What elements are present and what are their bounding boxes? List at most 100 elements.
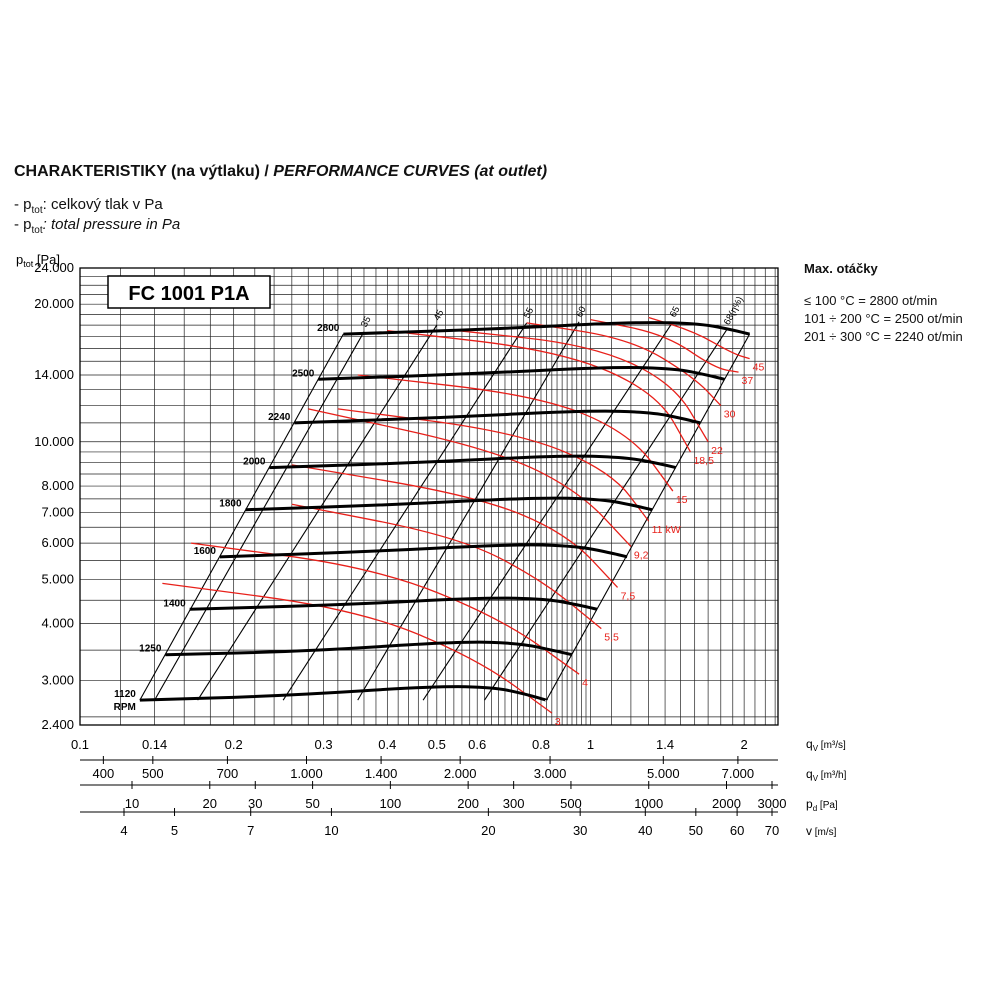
x-tick-label: 0.2 bbox=[225, 737, 243, 752]
speed-label: 2800 bbox=[317, 323, 340, 334]
efficiency-label: 65 bbox=[668, 305, 683, 320]
speed-curve bbox=[318, 366, 725, 381]
y-tick-label: 24.000 bbox=[34, 260, 74, 275]
x-tick-label: 1 bbox=[587, 737, 594, 752]
efficiency-label: 55 bbox=[522, 306, 537, 321]
power-label: 9,2 bbox=[634, 549, 649, 561]
speed-curve bbox=[245, 496, 653, 512]
power-label: 7,5 bbox=[621, 590, 636, 602]
speed-label: 2000 bbox=[243, 457, 266, 468]
power-curve bbox=[357, 374, 674, 492]
axis-pd-tick-label: 200 bbox=[457, 796, 479, 811]
speed-curve bbox=[189, 596, 598, 611]
speed-curve bbox=[165, 640, 573, 657]
axis-pd-tick-label: 300 bbox=[503, 796, 525, 811]
axis-pd-label: pd [Pa] bbox=[806, 797, 838, 813]
axis-qv-m3h-tick-label: 7.000 bbox=[722, 766, 755, 781]
speed-curve bbox=[343, 321, 751, 336]
axis-qv-m3h-label: qV [m³/h] bbox=[806, 767, 847, 783]
efficiency-line bbox=[282, 322, 528, 701]
axis-qv-m3h-tick-label: 2.000 bbox=[444, 766, 477, 781]
efficiency-line bbox=[197, 324, 438, 701]
legend-english: - ptot: total pressure in Pa bbox=[14, 216, 181, 236]
power-label: 18,5 bbox=[693, 455, 714, 467]
title-english: PERFORMANCE CURVES (at outlet) bbox=[273, 163, 548, 180]
y-tick-label: 6.000 bbox=[41, 535, 74, 550]
speed-label: 1250 bbox=[139, 644, 162, 655]
axis-velocity-tick-label: 50 bbox=[689, 823, 703, 838]
axis-velocity-tick-label: 20 bbox=[481, 823, 495, 838]
model-label: FC 1001 P1A bbox=[128, 283, 249, 305]
power-curve bbox=[291, 464, 619, 588]
axis-qv-m3h-tick-label: 400 bbox=[93, 766, 115, 781]
max-speed-heading: Max. otáčky bbox=[804, 261, 878, 276]
axis-pd-tick-label: 50 bbox=[305, 796, 319, 811]
efficiency-label: 68(η%) bbox=[722, 295, 746, 327]
y-tick-label: 10.000 bbox=[34, 434, 74, 449]
power-label: 15 bbox=[676, 494, 688, 506]
y-tick-label: 4.000 bbox=[41, 616, 74, 631]
axis-velocity-tick-label: 10 bbox=[324, 823, 338, 838]
axis-qv-m3h-tick-label: 3.000 bbox=[534, 766, 567, 781]
max-speed-line: ≤ 100 °C = 2800 ot/min bbox=[804, 293, 938, 308]
legend-czech: - ptot: celkový tlak v Pa bbox=[14, 196, 163, 216]
efficiency-line bbox=[154, 331, 365, 701]
axis-pd-tick-label: 30 bbox=[248, 796, 262, 811]
x-tick-label: 2 bbox=[741, 737, 748, 752]
axis-pd-tick-label: 10 bbox=[125, 796, 139, 811]
x-tick-label: 0.1 bbox=[71, 737, 89, 752]
power-curve bbox=[337, 408, 650, 522]
speed-label: 2500 bbox=[292, 368, 315, 379]
axis-velocity-tick-label: 30 bbox=[573, 823, 587, 838]
axis-velocity-tick-label: 70 bbox=[765, 823, 779, 838]
plot-frame bbox=[79, 267, 779, 726]
speed-label: 1120 bbox=[114, 689, 136, 700]
power-curve bbox=[162, 582, 553, 714]
axis-velocity-tick-label: 7 bbox=[247, 823, 254, 838]
speed-label: 1800 bbox=[219, 499, 242, 510]
axis-pd-tick-label: 500 bbox=[560, 796, 582, 811]
max-speed-box: Max. otáčky ≤ 100 °C = 2800 ot/min 101 ÷… bbox=[804, 260, 963, 346]
power-label: 37 bbox=[742, 375, 754, 387]
axis-velocity-label: v [m/s] bbox=[806, 824, 837, 838]
x-tick-label: 0.8 bbox=[532, 737, 550, 752]
speed-curve bbox=[139, 685, 547, 702]
x-tick-label: 0.6 bbox=[468, 737, 486, 752]
axis-pd-tick-label: 1000 bbox=[634, 796, 663, 811]
x-tick-label: 0.5 bbox=[428, 737, 446, 752]
power-curve bbox=[291, 503, 602, 630]
axis-velocity-tick-label: 40 bbox=[638, 823, 652, 838]
y-tick-label: 3.000 bbox=[41, 673, 74, 688]
efficiency-label: 35 bbox=[359, 315, 374, 330]
power-label: 11 kW bbox=[652, 524, 681, 536]
y-tick-label: 2.400 bbox=[41, 717, 74, 732]
efficiency-label: 45 bbox=[432, 308, 447, 323]
y-tick-label: 7.000 bbox=[41, 505, 74, 520]
power-label: 45 bbox=[753, 362, 765, 374]
power-label: 3 bbox=[555, 716, 561, 728]
axis-qv-m3h-tick-label: 500 bbox=[142, 766, 164, 781]
boundary-line-left bbox=[139, 333, 344, 701]
speed-curve bbox=[294, 409, 701, 425]
efficiency-label: 60 bbox=[574, 305, 589, 320]
efficiency-line bbox=[357, 321, 580, 701]
efficiency-line bbox=[484, 329, 728, 701]
axis-qv-m3h-tick-label: 1.000 bbox=[290, 766, 323, 781]
power-label: 4 bbox=[582, 677, 588, 689]
power-label: 5,5 bbox=[604, 632, 619, 644]
speed-label: 2240 bbox=[268, 412, 291, 423]
speed-curve bbox=[219, 543, 628, 559]
y-tick-label: 14.000 bbox=[34, 367, 74, 382]
axis-qv-m3h-tick-label: 700 bbox=[217, 766, 239, 781]
x-tick-label: 0.4 bbox=[378, 737, 396, 752]
y-tick-label: 8.000 bbox=[41, 478, 74, 493]
max-speed-line: 201 ÷ 300 °C = 2240 ot/min bbox=[804, 329, 963, 344]
axis-velocity-tick-label: 5 bbox=[171, 823, 178, 838]
axis-qv-m3h-tick-label: 1.400 bbox=[365, 766, 398, 781]
axis-pd-tick-label: 20 bbox=[203, 796, 217, 811]
boundary-line-right bbox=[545, 333, 751, 701]
axis-pd-tick-label: 3000 bbox=[758, 796, 787, 811]
speed-curve bbox=[269, 454, 677, 470]
power-label: 22 bbox=[711, 445, 723, 457]
